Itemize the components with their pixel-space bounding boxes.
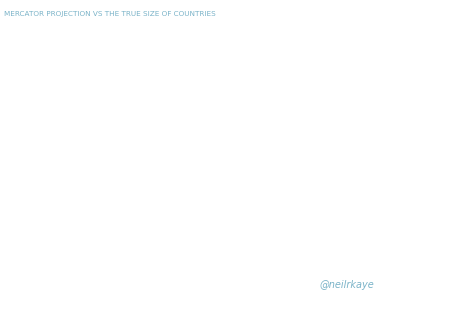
Text: MERCATOR PROJECTION VS THE TRUE SIZE OF COUNTRIES: MERCATOR PROJECTION VS THE TRUE SIZE OF … (4, 11, 216, 17)
Text: @neilrkaye: @neilrkaye (320, 281, 374, 290)
